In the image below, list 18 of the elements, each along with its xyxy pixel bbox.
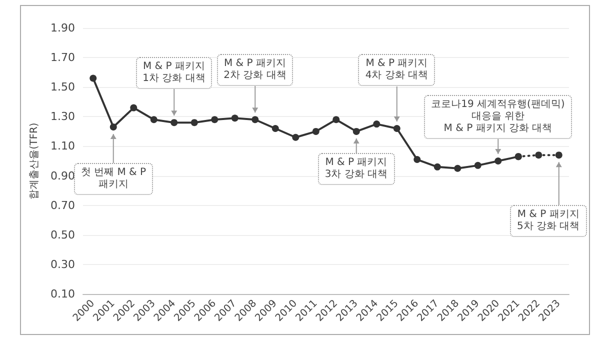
y-tick-label: 1.10 xyxy=(50,140,75,153)
y-tick-label: 1.30 xyxy=(50,110,75,124)
y-tick-label: 0.90 xyxy=(50,169,75,182)
y-tick-label: 0.50 xyxy=(50,228,75,242)
y-axis-title: 합계출산율(TFR) xyxy=(29,122,40,200)
annotation: M & P 패키지 1차 강화 대책 xyxy=(136,56,212,89)
annotation: M & P 패키지 2차 강화 대책 xyxy=(216,54,294,86)
y-tick-label: 1.50 xyxy=(50,80,75,94)
y-tick-label: 1.90 xyxy=(50,22,75,34)
y-tick-label: 0.10 xyxy=(50,288,75,300)
annotation: M & P 패키지 4차 강화 대책 xyxy=(358,54,436,86)
annotation: M & P 패키지 5차 강화 대책 xyxy=(510,205,587,238)
annotation: M & P 패키지 3차 강화 대책 xyxy=(318,153,395,186)
annotation: 코로나19 세계적유행(팬데믹) 대응을 위한 M & P 패키지 강화 대책 xyxy=(424,95,572,139)
y-tick-label: 1.70 xyxy=(50,51,75,64)
y-tick-label: 0.70 xyxy=(50,198,75,212)
annotation: 첫 번째 M & P 패키지 xyxy=(74,163,154,195)
y-tick-label: 0.30 xyxy=(50,258,75,271)
